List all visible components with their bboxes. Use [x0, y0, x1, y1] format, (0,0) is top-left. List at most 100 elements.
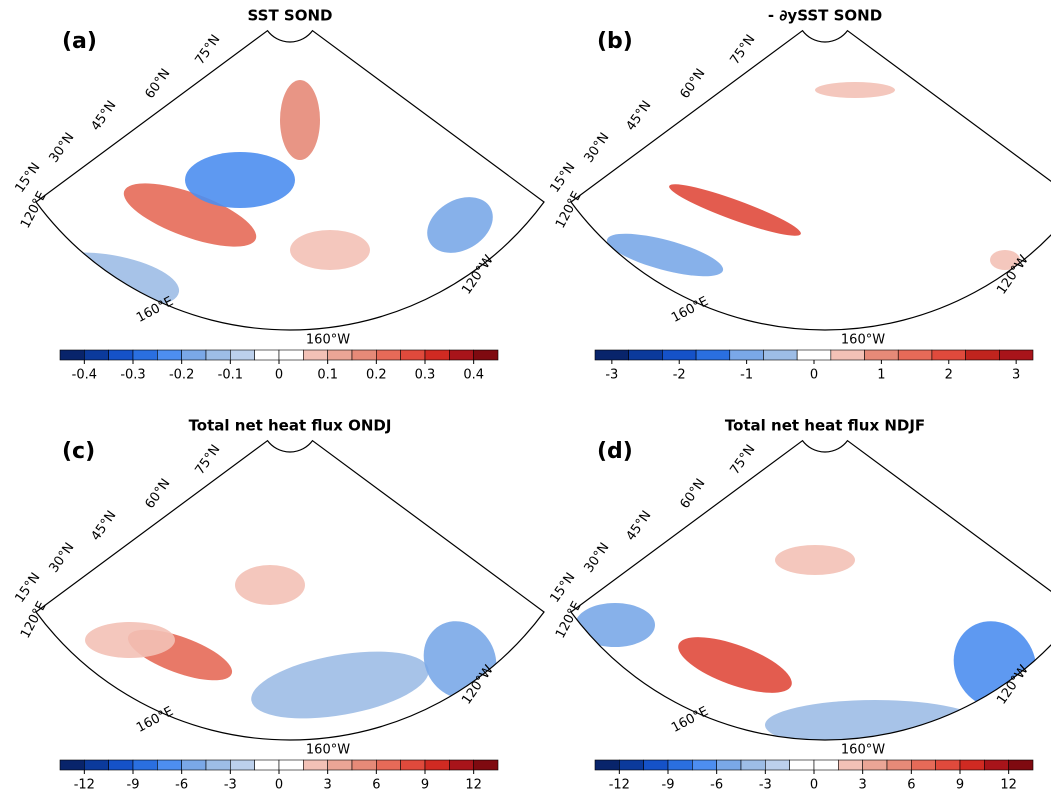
colorbar-swatch [400, 759, 426, 771]
anomaly-region [235, 565, 305, 605]
colorbar-tick-label: 0 [275, 778, 283, 793]
panel-label: (d) [597, 439, 633, 464]
map-frame [570, 439, 1051, 741]
colorbar-tick-label: -3 [605, 368, 618, 383]
colorbar-swatch [594, 759, 620, 771]
colorbar-swatch [84, 349, 109, 361]
anomaly-region [815, 82, 895, 98]
panel-label: (a) [62, 29, 97, 54]
colorbar-swatch [132, 349, 158, 361]
colorbar-swatch [667, 759, 693, 771]
colorbar-swatch [424, 759, 450, 771]
panel: (a)SST SOND15°N30°N45°N60°N75°N120°E160°… [12, 7, 545, 383]
colorbar-tick-label: 0.2 [366, 368, 387, 383]
lon-label: 160°E [669, 704, 711, 736]
panel-title: Total net heat flux NDJF [725, 417, 925, 435]
panel: (b)- ∂ySST SOND15°N30°N45°N60°N75°N120°E… [547, 7, 1051, 383]
lat-label: 75°N [727, 32, 758, 67]
colorbar-swatch [796, 349, 832, 361]
colorbar-swatch [132, 759, 158, 771]
colorbar-tick-label: 3 [1012, 368, 1020, 383]
lat-label: 75°N [192, 442, 223, 477]
colorbar-tick-label: -3 [759, 778, 772, 793]
panel: (c)Total net heat flux ONDJ15°N30°N45°N6… [12, 417, 545, 793]
colorbar-swatch [351, 349, 377, 361]
colorbar-swatch [789, 759, 815, 771]
colorbar-swatch [254, 349, 280, 361]
lon-label: 160°W [306, 333, 350, 348]
panel-title: SST SOND [248, 7, 333, 25]
colorbar-swatch [181, 759, 207, 771]
colorbar-tick-label: -0.1 [218, 368, 243, 383]
lat-label: 45°N [623, 508, 654, 543]
anomaly-region [185, 152, 295, 208]
anomaly-region [251, 651, 429, 719]
colorbar-swatch [327, 349, 353, 361]
anomaly-region [669, 184, 801, 236]
anomaly-region [123, 183, 257, 247]
colorbar-swatch [254, 759, 280, 771]
colorbar-tick-label: -0.3 [120, 368, 145, 383]
colorbar-tick-label: 6 [372, 778, 380, 793]
colorbar-swatch [729, 349, 764, 361]
colorbar-swatch [376, 349, 401, 361]
colorbar-tick-label: 0.3 [415, 368, 436, 383]
colorbar-swatch [376, 759, 401, 771]
colorbar-swatch [400, 349, 426, 361]
panel-title: Total net heat flux ONDJ [189, 417, 392, 435]
colorbar-swatch [897, 349, 933, 361]
colorbar-tick-label: -12 [74, 778, 95, 793]
colorbar-tick-label: 3 [324, 778, 332, 793]
colorbar-swatch [838, 759, 863, 771]
colorbar-swatch [813, 759, 839, 771]
colorbar-swatch [911, 759, 936, 771]
colorbar-swatch [935, 759, 961, 771]
lon-label: 160°E [134, 704, 176, 736]
map-frame [35, 439, 545, 741]
colorbar-swatch [351, 759, 377, 771]
colorbar-swatch [965, 349, 1000, 361]
colorbar-swatch [449, 759, 474, 771]
colorbar-tick-label: 6 [907, 778, 915, 793]
colorbar-swatch [157, 349, 182, 361]
lon-label: 160°W [306, 743, 350, 758]
colorbar-swatch [108, 349, 134, 361]
colorbar-swatch [473, 759, 499, 771]
colorbar-tick-label: -6 [710, 778, 723, 793]
colorbar-swatch [205, 759, 231, 771]
colorbar-swatch [108, 759, 134, 771]
colorbar-tick-label: 0.4 [463, 368, 484, 383]
lat-label: 45°N [88, 98, 119, 133]
colorbar-tick-label: 0 [810, 368, 818, 383]
colorbar-swatch [862, 759, 888, 771]
colorbar-swatch [830, 349, 865, 361]
colorbar-swatch [931, 349, 966, 361]
colorbar-tick-label: -2 [673, 368, 686, 383]
lat-label: 45°N [88, 508, 119, 543]
anomaly-region [280, 80, 320, 160]
anomaly-region [606, 233, 724, 277]
colorbar-tick-label: -9 [662, 778, 675, 793]
lat-label: 60°N [677, 476, 708, 511]
anomaly-region [85, 622, 175, 658]
colorbar-swatch [984, 759, 1009, 771]
colorbar-swatch [695, 349, 731, 361]
colorbar-tick-label: 9 [956, 778, 964, 793]
lat-label: 30°N [581, 130, 612, 165]
lon-label: 160°W [841, 743, 885, 758]
colorbar-swatch [692, 759, 717, 771]
colorbar-swatch [594, 349, 629, 361]
colorbar-swatch [1008, 759, 1034, 771]
map-fill [575, 545, 1037, 741]
lat-label: 30°N [581, 540, 612, 575]
map-frame [570, 29, 1051, 331]
colorbar-tick-label: 2 [945, 368, 953, 383]
colorbar-swatch [181, 349, 207, 361]
panel-label: (b) [597, 29, 633, 54]
anomaly-region [427, 197, 493, 253]
anomaly-region [775, 545, 855, 575]
colorbar-swatch [959, 759, 985, 771]
colorbar-tick-label: 0 [275, 368, 283, 383]
lat-label: 60°N [677, 66, 708, 101]
